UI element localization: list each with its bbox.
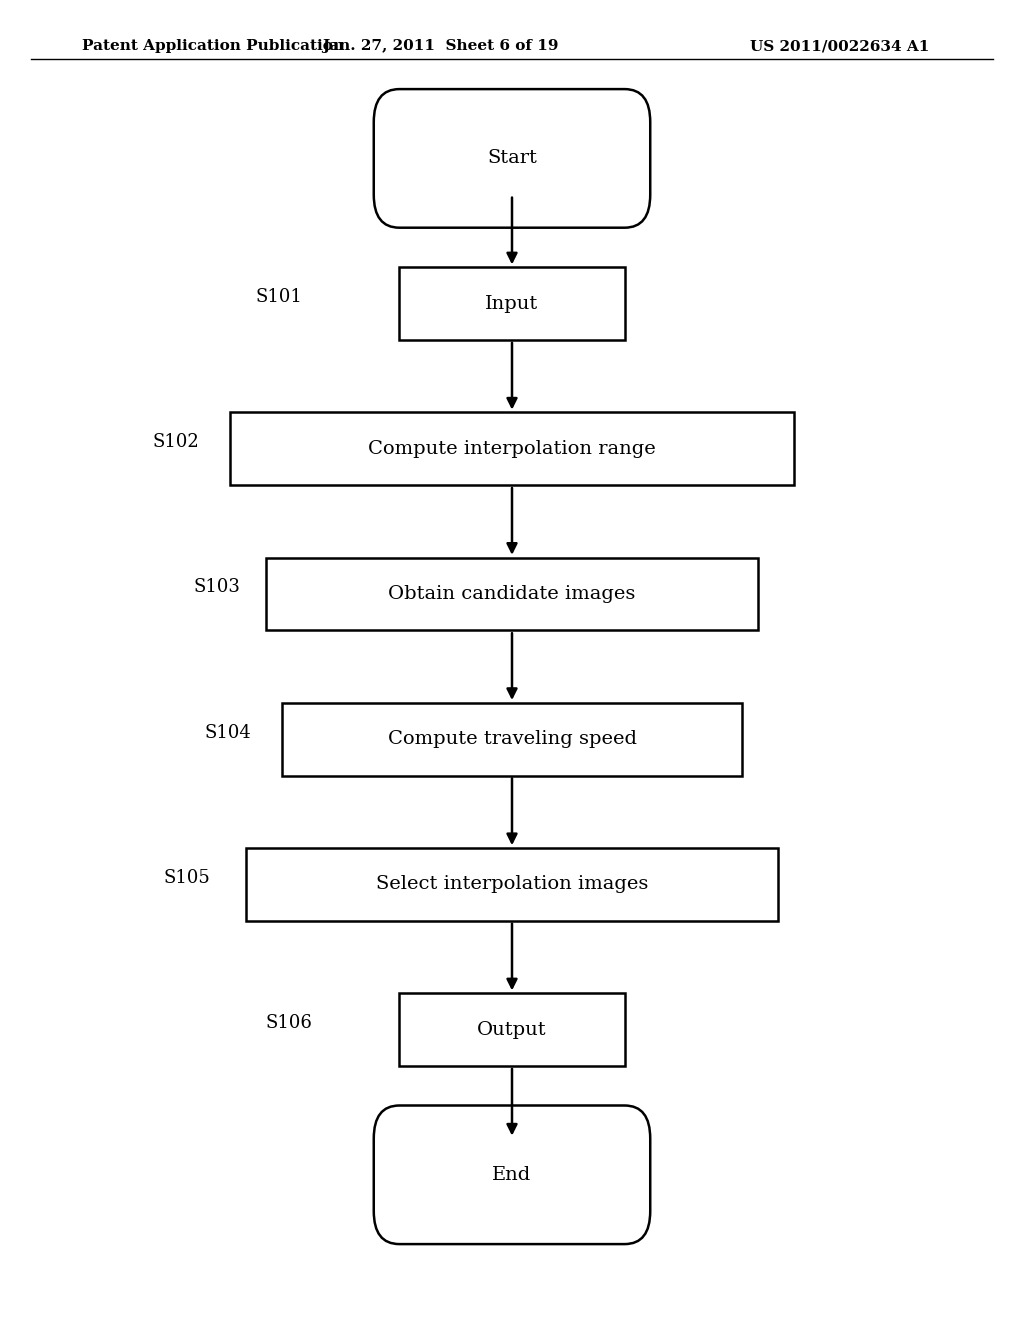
FancyBboxPatch shape: [266, 557, 758, 630]
Text: S104: S104: [204, 723, 251, 742]
Text: S105: S105: [163, 869, 210, 887]
FancyBboxPatch shape: [282, 704, 742, 776]
Text: Input: Input: [485, 294, 539, 313]
Text: Select interpolation images: Select interpolation images: [376, 875, 648, 894]
FancyBboxPatch shape: [374, 88, 650, 227]
FancyBboxPatch shape: [230, 412, 794, 484]
Text: End: End: [493, 1166, 531, 1184]
Text: Patent Application Publication: Patent Application Publication: [82, 40, 344, 53]
FancyBboxPatch shape: [399, 993, 625, 1067]
Text: S103: S103: [194, 578, 241, 597]
Text: S101: S101: [255, 288, 302, 306]
Text: Compute interpolation range: Compute interpolation range: [368, 440, 656, 458]
Text: Compute traveling speed: Compute traveling speed: [387, 730, 637, 748]
Text: Start: Start: [487, 149, 537, 168]
Text: US 2011/0022634 A1: US 2011/0022634 A1: [750, 40, 930, 53]
Text: Obtain candidate images: Obtain candidate images: [388, 585, 636, 603]
Text: S106: S106: [265, 1014, 312, 1032]
Text: FIG. 6: FIG. 6: [461, 96, 563, 128]
FancyBboxPatch shape: [374, 1106, 650, 1243]
FancyBboxPatch shape: [399, 267, 625, 339]
FancyBboxPatch shape: [246, 849, 778, 921]
Text: Output: Output: [477, 1020, 547, 1039]
Text: Jan. 27, 2011  Sheet 6 of 19: Jan. 27, 2011 Sheet 6 of 19: [323, 40, 558, 53]
Text: S102: S102: [153, 433, 200, 451]
